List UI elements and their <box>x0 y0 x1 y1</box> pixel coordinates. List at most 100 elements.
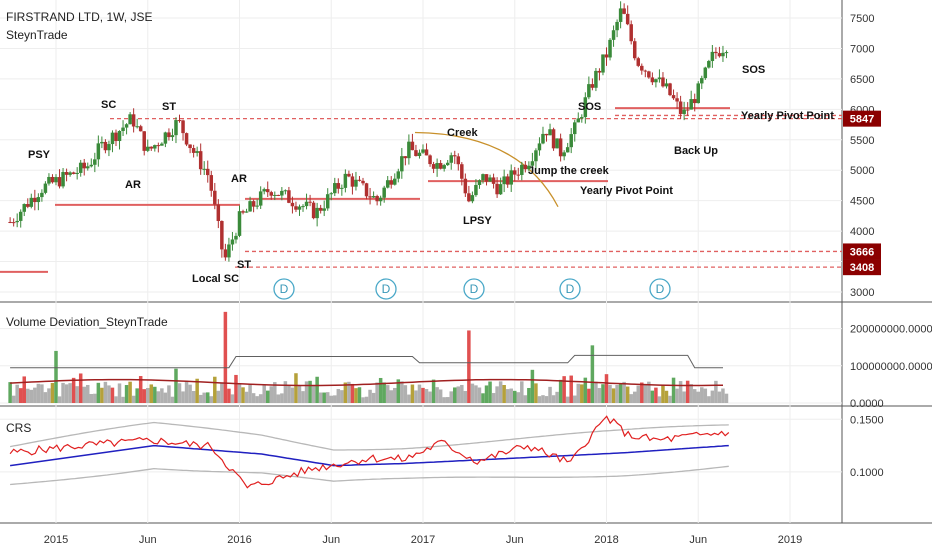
candle-body <box>389 180 393 185</box>
volume-bar <box>509 388 513 403</box>
candle-body <box>417 152 422 157</box>
volume-bar <box>583 377 588 403</box>
volume-bar <box>93 393 97 403</box>
price-tick-label: 3000 <box>850 287 874 299</box>
volume-bar <box>375 382 379 403</box>
volume-bar <box>431 379 436 403</box>
candle-body <box>107 144 111 151</box>
candle-body <box>325 194 330 209</box>
volume-bar <box>590 345 595 403</box>
volume-bar <box>424 389 429 403</box>
volume-bar <box>322 392 326 403</box>
candle-body <box>565 147 570 153</box>
candle-body <box>269 192 274 196</box>
volume-bar <box>170 396 175 403</box>
volume-bar <box>198 394 203 403</box>
candle-body <box>43 183 48 193</box>
candle-body <box>572 122 577 135</box>
candle-body <box>36 197 41 203</box>
candle-body <box>8 221 12 223</box>
volume-bar <box>213 376 217 403</box>
candle-body <box>18 211 23 221</box>
d-marker <box>273 278 295 300</box>
volume-bar <box>315 376 319 403</box>
candle-body <box>86 166 90 169</box>
candle-body <box>304 201 309 207</box>
candle-body <box>442 165 446 169</box>
volume-bar <box>414 390 418 403</box>
volume-bar <box>435 387 439 403</box>
volume-bar <box>43 392 48 403</box>
volume-bar <box>304 381 309 403</box>
d-marker <box>559 278 581 300</box>
volume-bar <box>195 378 199 403</box>
volume-bar <box>33 387 37 403</box>
candle-body <box>364 183 369 197</box>
volume-bar <box>467 330 471 403</box>
volume-bar <box>283 381 288 403</box>
candle-body <box>407 141 411 159</box>
volume-bar <box>611 388 616 403</box>
volume-bar <box>128 381 132 403</box>
candle-body <box>177 120 182 122</box>
candles <box>8 1 729 262</box>
d-marker-label: D <box>382 282 391 296</box>
price-tick-label: 4000 <box>850 226 874 238</box>
d-marker <box>375 278 397 300</box>
volume-bar <box>477 387 482 403</box>
candle-body <box>615 21 619 31</box>
candle-body <box>22 204 26 212</box>
price-box-label: 5847 <box>850 114 874 126</box>
candle-body <box>64 172 69 175</box>
candle-body <box>68 172 72 175</box>
candle-body <box>276 194 281 196</box>
crs-lower-band <box>10 465 729 486</box>
candle-body <box>227 244 231 258</box>
annotation-label: SC <box>101 99 116 111</box>
candle-body <box>541 133 545 144</box>
candle-body <box>188 144 192 149</box>
volume-bar <box>491 393 496 403</box>
volume-bar <box>445 397 450 403</box>
candle-body <box>57 177 62 187</box>
volume-bar <box>163 392 168 403</box>
volume-bar <box>174 368 178 403</box>
candle-body <box>435 163 439 169</box>
candle-body <box>710 51 715 62</box>
candle-body <box>622 8 626 14</box>
candle-body <box>650 77 655 83</box>
volume-bar <box>308 380 312 403</box>
volume-bar <box>146 387 150 403</box>
candle-body <box>431 164 436 169</box>
candle-body <box>590 84 595 88</box>
candle-body <box>124 124 129 128</box>
price-tick-label: 7500 <box>850 13 874 25</box>
candle-body <box>361 180 365 184</box>
volume-bar <box>287 384 291 403</box>
candle-body <box>534 150 538 162</box>
volume-bar <box>117 383 122 403</box>
volume-bar <box>484 385 489 403</box>
candle-body <box>78 162 83 173</box>
levels <box>0 107 842 273</box>
candle-body <box>198 151 203 170</box>
volume-bars <box>8 311 729 403</box>
volume-bar <box>625 386 630 403</box>
volume-bar <box>273 382 277 403</box>
candle-body <box>428 155 432 165</box>
volume-bar <box>657 396 662 403</box>
candle-body <box>520 164 524 175</box>
volume-bar <box>643 384 648 403</box>
volume-bar <box>40 384 44 403</box>
x-tick-label: 2019 <box>778 534 802 546</box>
candle-body <box>396 171 401 179</box>
volume-bar <box>47 388 51 403</box>
x-tick-label: 2015 <box>44 534 68 546</box>
volume-bar <box>692 389 697 403</box>
volume-bar <box>407 394 411 403</box>
candle-body <box>714 51 718 54</box>
volume-bar <box>15 384 19 403</box>
candle-body <box>678 101 683 114</box>
volume-bar <box>181 391 185 403</box>
